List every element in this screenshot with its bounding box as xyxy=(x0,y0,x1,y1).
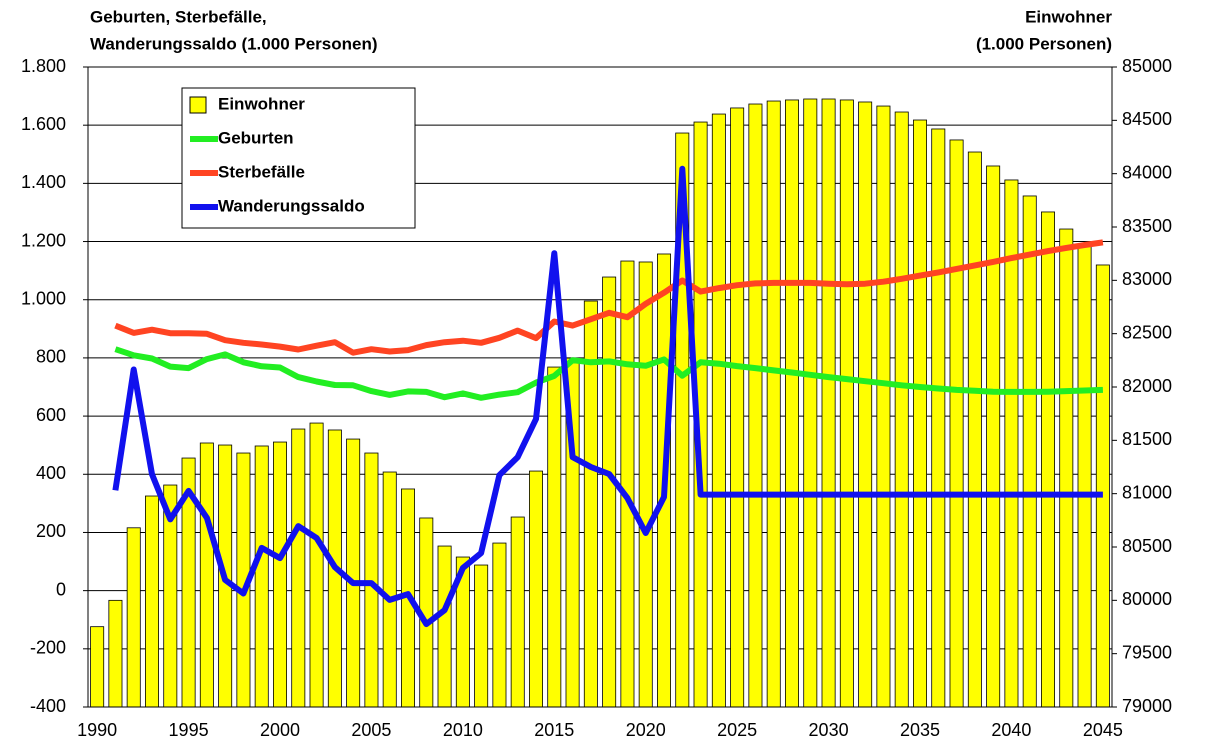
y2-tick-label: 80000 xyxy=(1122,589,1172,609)
line xyxy=(112,165,1103,628)
bar xyxy=(931,128,946,708)
y-tick-label: 1.600 xyxy=(21,114,66,134)
bar xyxy=(547,366,562,708)
x-tick-label: 2015 xyxy=(534,720,574,740)
x-tick-label: 2020 xyxy=(626,720,666,740)
bar xyxy=(986,165,1001,708)
bar xyxy=(126,527,141,708)
bar xyxy=(291,428,306,708)
bar xyxy=(1059,228,1074,708)
y2-tick-label: 83000 xyxy=(1122,269,1172,289)
line xyxy=(114,346,1103,401)
y2-tick-label: 82500 xyxy=(1122,322,1172,342)
bar xyxy=(638,261,653,708)
bar xyxy=(785,99,799,708)
y-tick-label: 400 xyxy=(36,463,66,483)
y-tick-label: 1.400 xyxy=(21,172,66,192)
y-tick-label: 1.000 xyxy=(21,288,66,308)
legend-label: Einwohner xyxy=(218,94,305,113)
bar xyxy=(967,151,982,708)
y2-axis-label: (1.000 Personen) xyxy=(976,34,1112,53)
bar xyxy=(145,495,159,708)
bar xyxy=(602,276,617,708)
bar xyxy=(894,111,909,708)
y-tick-label: 600 xyxy=(36,405,66,425)
bar xyxy=(620,260,635,708)
y2-tick-label: 79500 xyxy=(1122,642,1172,662)
bar xyxy=(108,599,123,708)
bar xyxy=(273,441,287,708)
bar xyxy=(876,105,891,708)
bar xyxy=(529,470,543,708)
bar xyxy=(913,119,927,708)
bar xyxy=(711,113,726,708)
y2-tick-label: 85000 xyxy=(1122,56,1172,76)
y-tick-label: 0 xyxy=(56,579,66,599)
y2-tick-label: 84500 xyxy=(1122,109,1172,129)
bar xyxy=(254,445,269,708)
y-tick-label: 800 xyxy=(36,347,66,367)
legend-box xyxy=(181,87,416,229)
bar xyxy=(1022,195,1037,708)
bar xyxy=(766,100,781,708)
bar xyxy=(510,516,525,708)
bar xyxy=(474,564,489,708)
bar xyxy=(949,139,964,708)
legend-label: Wanderungssaldo xyxy=(218,196,365,215)
bar xyxy=(437,545,452,708)
y2-tick-label: 79000 xyxy=(1122,696,1172,716)
y2-tick-label: 80500 xyxy=(1122,536,1172,556)
y-tick-label: -200 xyxy=(30,638,66,658)
bar xyxy=(199,442,214,708)
legend-label: Geburten xyxy=(218,128,294,147)
y2-tick-label: 82000 xyxy=(1122,376,1172,396)
legend-swatch xyxy=(189,96,207,114)
legend-label: Sterbefälle xyxy=(218,162,305,181)
y2-axis-label: Einwohner xyxy=(1025,7,1112,26)
bar xyxy=(309,422,324,708)
y-axis-label: Wanderungssaldo (1.000 Personen) xyxy=(90,34,378,53)
x-tick-label: 2030 xyxy=(809,720,849,740)
y2-tick-label: 83500 xyxy=(1122,216,1172,236)
x-tick-label: 2040 xyxy=(991,720,1031,740)
bar xyxy=(803,98,818,708)
plot-border xyxy=(87,66,1113,708)
bar xyxy=(90,626,105,708)
bar xyxy=(1041,211,1055,708)
y-axis-label: Geburten, Sterbefälle, xyxy=(90,7,267,26)
bar xyxy=(821,98,836,708)
y2-tick-label: 84000 xyxy=(1122,162,1172,182)
x-tick-label: 2005 xyxy=(351,720,391,740)
x-tick-label: 1995 xyxy=(169,720,209,740)
bar xyxy=(364,452,379,708)
y-tick-label: 1.200 xyxy=(21,230,66,250)
x-tick-label: 2025 xyxy=(717,720,757,740)
x-tick-label: 2035 xyxy=(900,720,940,740)
x-tick-label: 2045 xyxy=(1083,720,1123,740)
y2-tick-label: 81000 xyxy=(1122,482,1172,502)
x-tick-label: 2000 xyxy=(260,720,300,740)
bar xyxy=(346,438,361,708)
bar xyxy=(858,101,873,708)
x-tick-label: 1990 xyxy=(77,720,117,740)
bar xyxy=(1077,245,1092,708)
y-tick-label: -400 xyxy=(30,696,66,716)
x-tick-label: 2010 xyxy=(443,720,483,740)
y-tick-label: 1.800 xyxy=(21,56,66,76)
bar xyxy=(1095,264,1110,708)
bar xyxy=(730,107,745,708)
bar xyxy=(839,99,854,708)
bar xyxy=(492,542,507,708)
y-tick-label: 200 xyxy=(36,521,66,541)
line xyxy=(114,239,1104,356)
bar xyxy=(748,103,763,708)
bar xyxy=(382,471,397,708)
y2-tick-label: 81500 xyxy=(1122,429,1172,449)
